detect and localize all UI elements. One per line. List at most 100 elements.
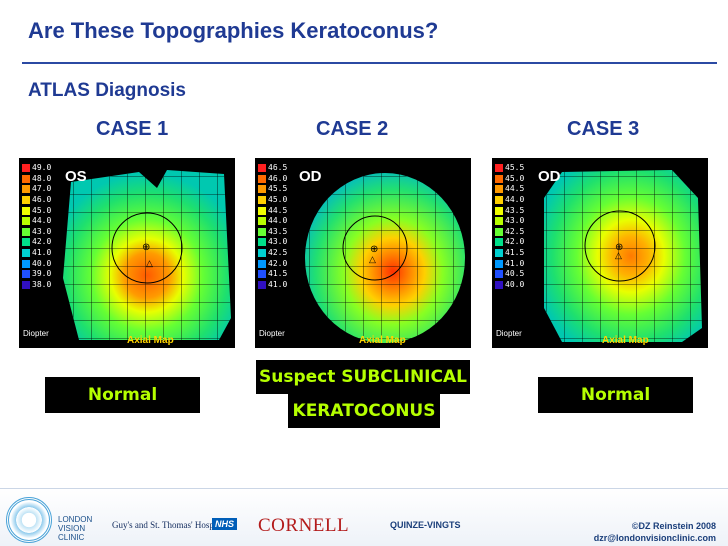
scale-swatch — [22, 206, 30, 215]
scale-value: 41.0 — [268, 279, 288, 289]
scale-row: 41.5 — [258, 269, 287, 280]
scale-row: 45.5 — [258, 184, 287, 195]
scale-value: 42.0 — [268, 258, 288, 268]
topography-map-case-3: ⊕ △ 45.5 45.0 44.5 44.0 43.5 43.0 42.5 42.0 41.5… — [492, 158, 708, 348]
scale-value: 44.5 — [268, 205, 288, 215]
scale-row: 38.0 — [22, 280, 51, 291]
slide-title: Are These Topographies Keratoconus? — [28, 18, 439, 43]
scale-value: 44.0 — [268, 216, 288, 226]
scale-row: 43.0 — [258, 237, 287, 248]
scale-swatch — [258, 280, 266, 289]
scale-value: 43.0 — [32, 226, 52, 236]
london-vision-clinic-logo-icon — [6, 497, 52, 543]
scale-row: 46.0 — [22, 195, 51, 206]
scale-swatch — [495, 217, 503, 226]
scale-swatch — [495, 174, 503, 183]
scale-unit: Diopter — [259, 329, 285, 338]
scale-row: 44.5 — [258, 205, 287, 216]
scale-value: 46.5 — [268, 163, 288, 173]
scale-row: 40.5 — [495, 269, 524, 280]
scale-swatch — [495, 238, 503, 247]
scale-row: 40.0 — [495, 280, 524, 291]
scale-value: 39.0 — [32, 269, 52, 279]
scale-value: 46.0 — [32, 195, 52, 205]
scale-row: 46.0 — [258, 174, 287, 185]
svg-text:△: △ — [369, 254, 376, 264]
axial-map-image: ⊕ △ — [544, 170, 702, 342]
scale-row: 39.0 — [22, 269, 51, 280]
scale-row: 41.5 — [495, 248, 524, 259]
scale-value: 45.5 — [505, 163, 525, 173]
scale-value: 43.5 — [505, 205, 525, 215]
copyright-credit: ©DZ Reinstein 2008 dzr@londonvisionclini… — [593, 521, 716, 543]
diagnosis-case-2-line-2: KERATOCONUS — [288, 394, 440, 428]
scale-value: 43.0 — [505, 216, 525, 226]
scale-value: 45.0 — [268, 195, 288, 205]
footer-divider — [0, 488, 728, 489]
scale-row: 45.0 — [258, 195, 287, 206]
scale-swatch — [22, 174, 30, 183]
scale-row: 45.0 — [22, 205, 51, 216]
guys-hospital-logo: Guy's and St. Thomas' Hospital — [112, 520, 226, 530]
scale-value: 45.5 — [268, 184, 288, 194]
scale-swatch — [495, 164, 503, 173]
scale-value: 46.0 — [268, 173, 288, 183]
scale-swatch — [495, 185, 503, 194]
scale-swatch — [258, 238, 266, 247]
scale-value: 44.0 — [32, 216, 52, 226]
map-caption: Axial Map — [127, 335, 174, 346]
scale-row: 41.0 — [495, 258, 524, 269]
london-vision-clinic-name: LONDON VISION CLINIC — [58, 515, 93, 542]
scale-value: 47.0 — [32, 184, 52, 194]
diagnosis-case-1: Normal — [45, 377, 200, 413]
scale-row: 43.0 — [22, 227, 51, 238]
scale-row: 43.5 — [258, 227, 287, 238]
scale-swatch — [258, 174, 266, 183]
scale-swatch — [22, 196, 30, 205]
scale-value: 41.5 — [505, 248, 525, 258]
diagnosis-case-3: Normal — [538, 377, 693, 413]
scale-value: 41.0 — [32, 248, 52, 258]
axial-map-image: ⊕ △ — [63, 170, 231, 340]
scale-row: 44.0 — [258, 216, 287, 227]
scale-value: 42.0 — [505, 237, 525, 247]
scale-swatch — [22, 249, 30, 258]
scale-row: 40.0 — [22, 258, 51, 269]
scale-swatch — [258, 164, 266, 173]
scale-value: 49.0 — [32, 163, 52, 173]
scale-value: 41.0 — [505, 258, 525, 268]
color-scale: 45.5 45.0 44.5 44.0 43.5 43.0 42.5 42.0 41.5 41.0… — [495, 163, 524, 290]
scale-row: 45.0 — [495, 174, 524, 185]
topography-map-case-2: ⊕ △ 46.5 46.0 45.5 45.0 44.5 44.0 43.5 43.0 42.5… — [255, 158, 471, 348]
scale-swatch — [258, 196, 266, 205]
scale-value: 40.0 — [505, 279, 525, 289]
scale-swatch — [495, 249, 503, 258]
scale-row: 41.0 — [22, 248, 51, 259]
scale-row: 41.0 — [258, 280, 287, 291]
nhs-logo: NHS — [212, 518, 238, 530]
case-2-label: CASE 2 — [316, 118, 389, 140]
scale-value: 38.0 — [32, 279, 52, 289]
scale-row: 49.0 — [22, 163, 51, 174]
svg-text:△: △ — [146, 258, 153, 268]
slide-subtitle: ATLAS Diagnosis — [28, 80, 186, 101]
scale-value: 41.5 — [268, 269, 288, 279]
color-scale: 49.0 48.0 47.0 46.0 45.0 44.0 43.0 42.0 41.0 40.0… — [22, 163, 51, 290]
svg-text:⊕: ⊕ — [370, 244, 378, 255]
scale-swatch — [258, 249, 266, 258]
scale-row: 42.5 — [258, 248, 287, 259]
case-1-label: CASE 1 — [96, 118, 169, 140]
scale-row: 43.5 — [495, 205, 524, 216]
scale-value: 44.5 — [505, 184, 525, 194]
scale-swatch — [495, 259, 503, 268]
color-scale: 46.5 46.0 45.5 45.0 44.5 44.0 43.5 43.0 42.5 42.0… — [258, 163, 287, 290]
scale-value: 48.0 — [32, 173, 52, 183]
scale-value: 40.0 — [32, 258, 52, 268]
scale-row: 43.0 — [495, 216, 524, 227]
scale-swatch — [22, 227, 30, 236]
scale-unit: Diopter — [23, 329, 49, 338]
svg-text:△: △ — [615, 250, 622, 260]
scale-row: 42.0 — [495, 237, 524, 248]
scale-row: 46.5 — [258, 163, 287, 174]
svg-text:⊕: ⊕ — [615, 242, 623, 253]
